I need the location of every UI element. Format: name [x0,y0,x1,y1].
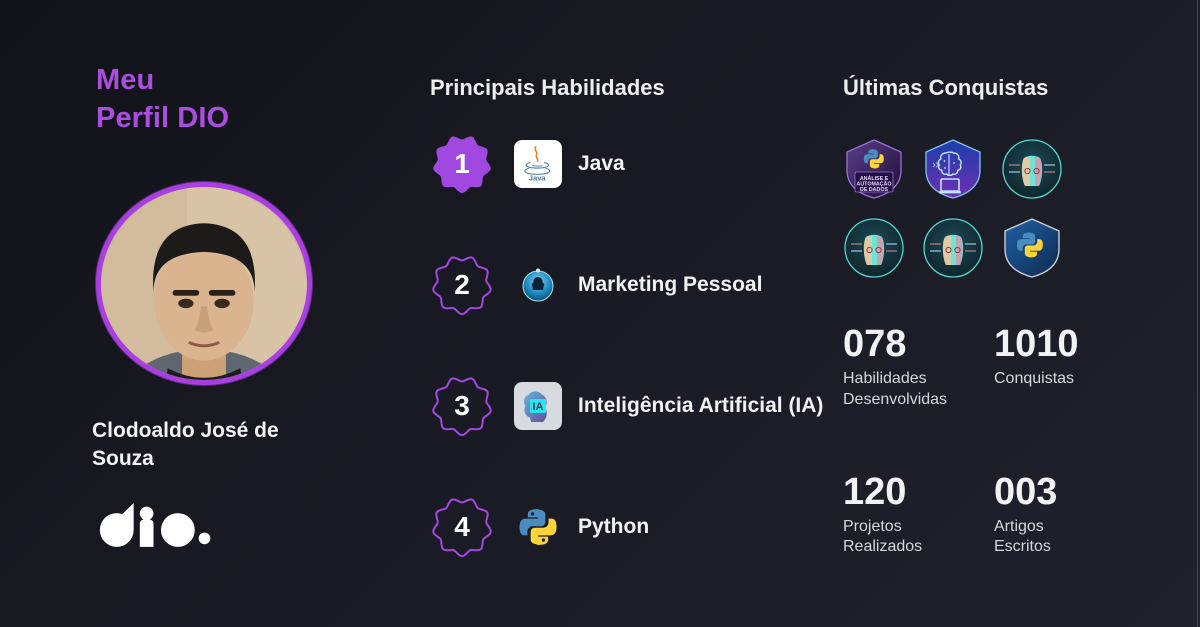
svg-text:DE DADOS: DE DADOS [860,187,888,193]
svg-text:Java: Java [529,174,547,183]
svg-text:IA: IA [533,401,544,413]
